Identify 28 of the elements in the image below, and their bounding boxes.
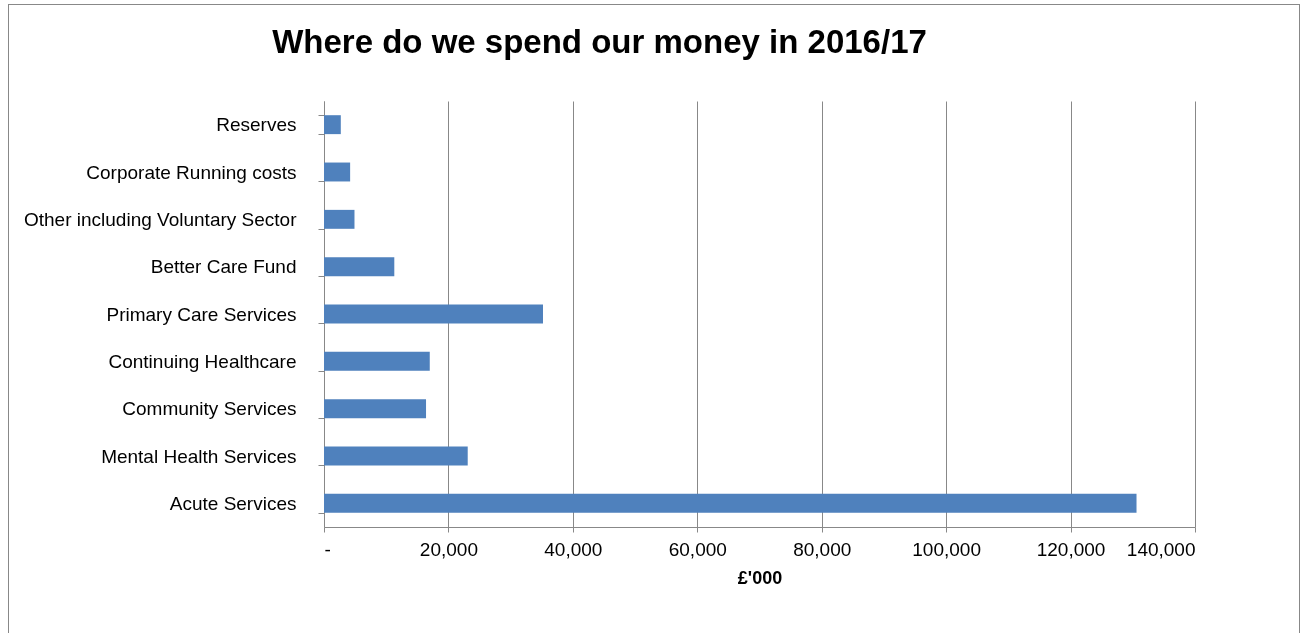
bar (324, 209, 355, 229)
y-tick-label: Reserves (216, 114, 297, 136)
y-tick-label: Mental Health Services (101, 445, 297, 467)
x-tick-label: 80,000 (793, 538, 852, 560)
x-tick-label: - (324, 538, 331, 560)
bar (324, 115, 341, 135)
y-tick-label: Community Services (122, 398, 297, 420)
y-tick-label: Acute Services (169, 492, 297, 514)
bar (324, 493, 1137, 513)
x-axis-title: £'000 (737, 567, 783, 588)
bar (324, 446, 468, 466)
x-tick-label: 60,000 (668, 538, 727, 560)
y-tick-label: Primary Care Services (106, 303, 297, 325)
y-tick-label: Continuing Healthcare (108, 350, 297, 372)
x-tick-label: 40,000 (544, 538, 603, 560)
y-tick-label: Better Care Fund (150, 256, 297, 278)
x-tick-label: 100,000 (912, 538, 981, 560)
x-tick-label: 20,000 (419, 538, 478, 560)
bar (324, 257, 395, 277)
x-tick-label: 140,000 (1126, 538, 1196, 560)
chart-title: Where do we spend our money in 2016/17 (272, 23, 927, 60)
bar (324, 162, 351, 182)
x-tick-label: 120,000 (1036, 538, 1106, 560)
bar (324, 399, 427, 419)
y-tick-label: Corporate Running costs (86, 161, 297, 183)
y-tick-label: Other including Voluntary Sector (24, 208, 298, 230)
bar (324, 351, 430, 371)
bar (324, 304, 543, 324)
